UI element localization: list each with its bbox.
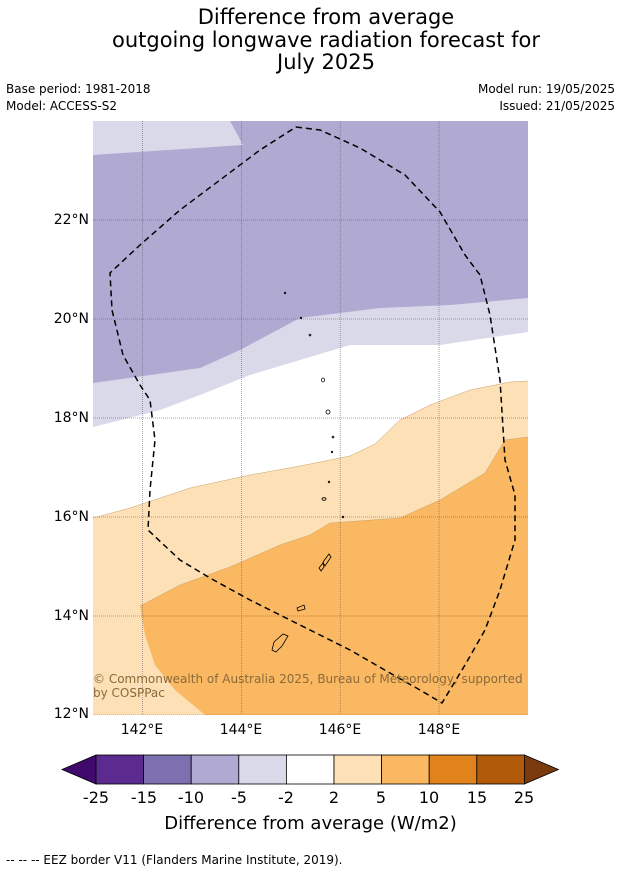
xtick-148: 148°E: [417, 722, 461, 738]
ytick-16: 16°N: [53, 509, 89, 525]
cb-tick-p25: 25: [513, 788, 535, 807]
meta-left: Base period: 1981-2018 Model: ACCESS-S2: [6, 81, 151, 115]
colorbar-extend-high: [524, 754, 560, 785]
islands: [271, 291, 345, 653]
colorbar-swatch-7: [428, 754, 478, 785]
colorbar-extend-low: [60, 754, 97, 785]
anomaly-band-m5-m2-top: [93, 121, 243, 155]
colorbar-swatch-5: [333, 754, 382, 785]
cb-tick-p10: 10: [418, 788, 440, 807]
meta-right: Model run: 19/05/2025 Issued: 21/05/2025: [478, 81, 615, 115]
cb-tick-p5: 5: [375, 788, 387, 807]
xtick-142: 142°E: [120, 722, 164, 738]
colorbar: [60, 754, 560, 785]
colorbar-swatch-4: [285, 754, 335, 785]
title-line-3: July 2025: [277, 50, 375, 74]
colorbar-swatch-1: [143, 754, 192, 785]
colorbar-title: Difference from average (W/m2): [164, 813, 457, 834]
cb-tick-m15: -15: [130, 788, 158, 807]
colorbar-swatch-2: [190, 754, 240, 785]
gridlines: [93, 121, 528, 715]
colorbar-swatch-6: [381, 754, 430, 785]
map-area: [93, 121, 528, 715]
cb-tick-m5: -5: [231, 788, 247, 807]
anomaly-band-p5-p10: [140, 437, 528, 715]
cb-tick-m25: -25: [82, 788, 110, 807]
ytick-12: 12°N: [53, 706, 89, 722]
eez-border: [109, 126, 516, 705]
cb-tick-m2: -2: [278, 788, 294, 807]
colorbar-swatch-3: [238, 754, 287, 785]
band-outlines: [93, 380, 528, 607]
ytick-22: 22°N: [53, 212, 89, 228]
model-name: Model: ACCESS-S2: [6, 99, 118, 113]
colorbar-swatch-8: [476, 754, 525, 785]
footnote-eez: -- -- -- EEZ border V11 (Flanders Marine…: [6, 853, 343, 867]
ytick-20: 20°N: [53, 311, 89, 327]
cb-tick-m10: -10: [177, 788, 205, 807]
xtick-144: 144°E: [219, 722, 263, 738]
cb-tick-p2: 2: [328, 788, 340, 807]
copyright-text: © Commonwealth of Australia 2025, Bureau…: [93, 672, 523, 700]
ytick-14: 14°N: [53, 608, 89, 624]
cb-tick-p15: 15: [466, 788, 488, 807]
colorbar-swatch-0: [95, 754, 144, 785]
chart-title: Difference from average outgoing longwav…: [0, 6, 621, 74]
xtick-146: 146°E: [318, 722, 362, 738]
ytick-18: 18°N: [53, 410, 89, 426]
title-line-2: outgoing longwave radiation forecast for: [111, 27, 541, 52]
issued-date: Issued: 21/05/2025: [499, 99, 615, 113]
title-line-1: Difference from average: [197, 5, 455, 29]
base-period: Base period: 1981-2018: [6, 82, 151, 96]
model-run: Model run: 19/05/2025: [477, 82, 615, 96]
